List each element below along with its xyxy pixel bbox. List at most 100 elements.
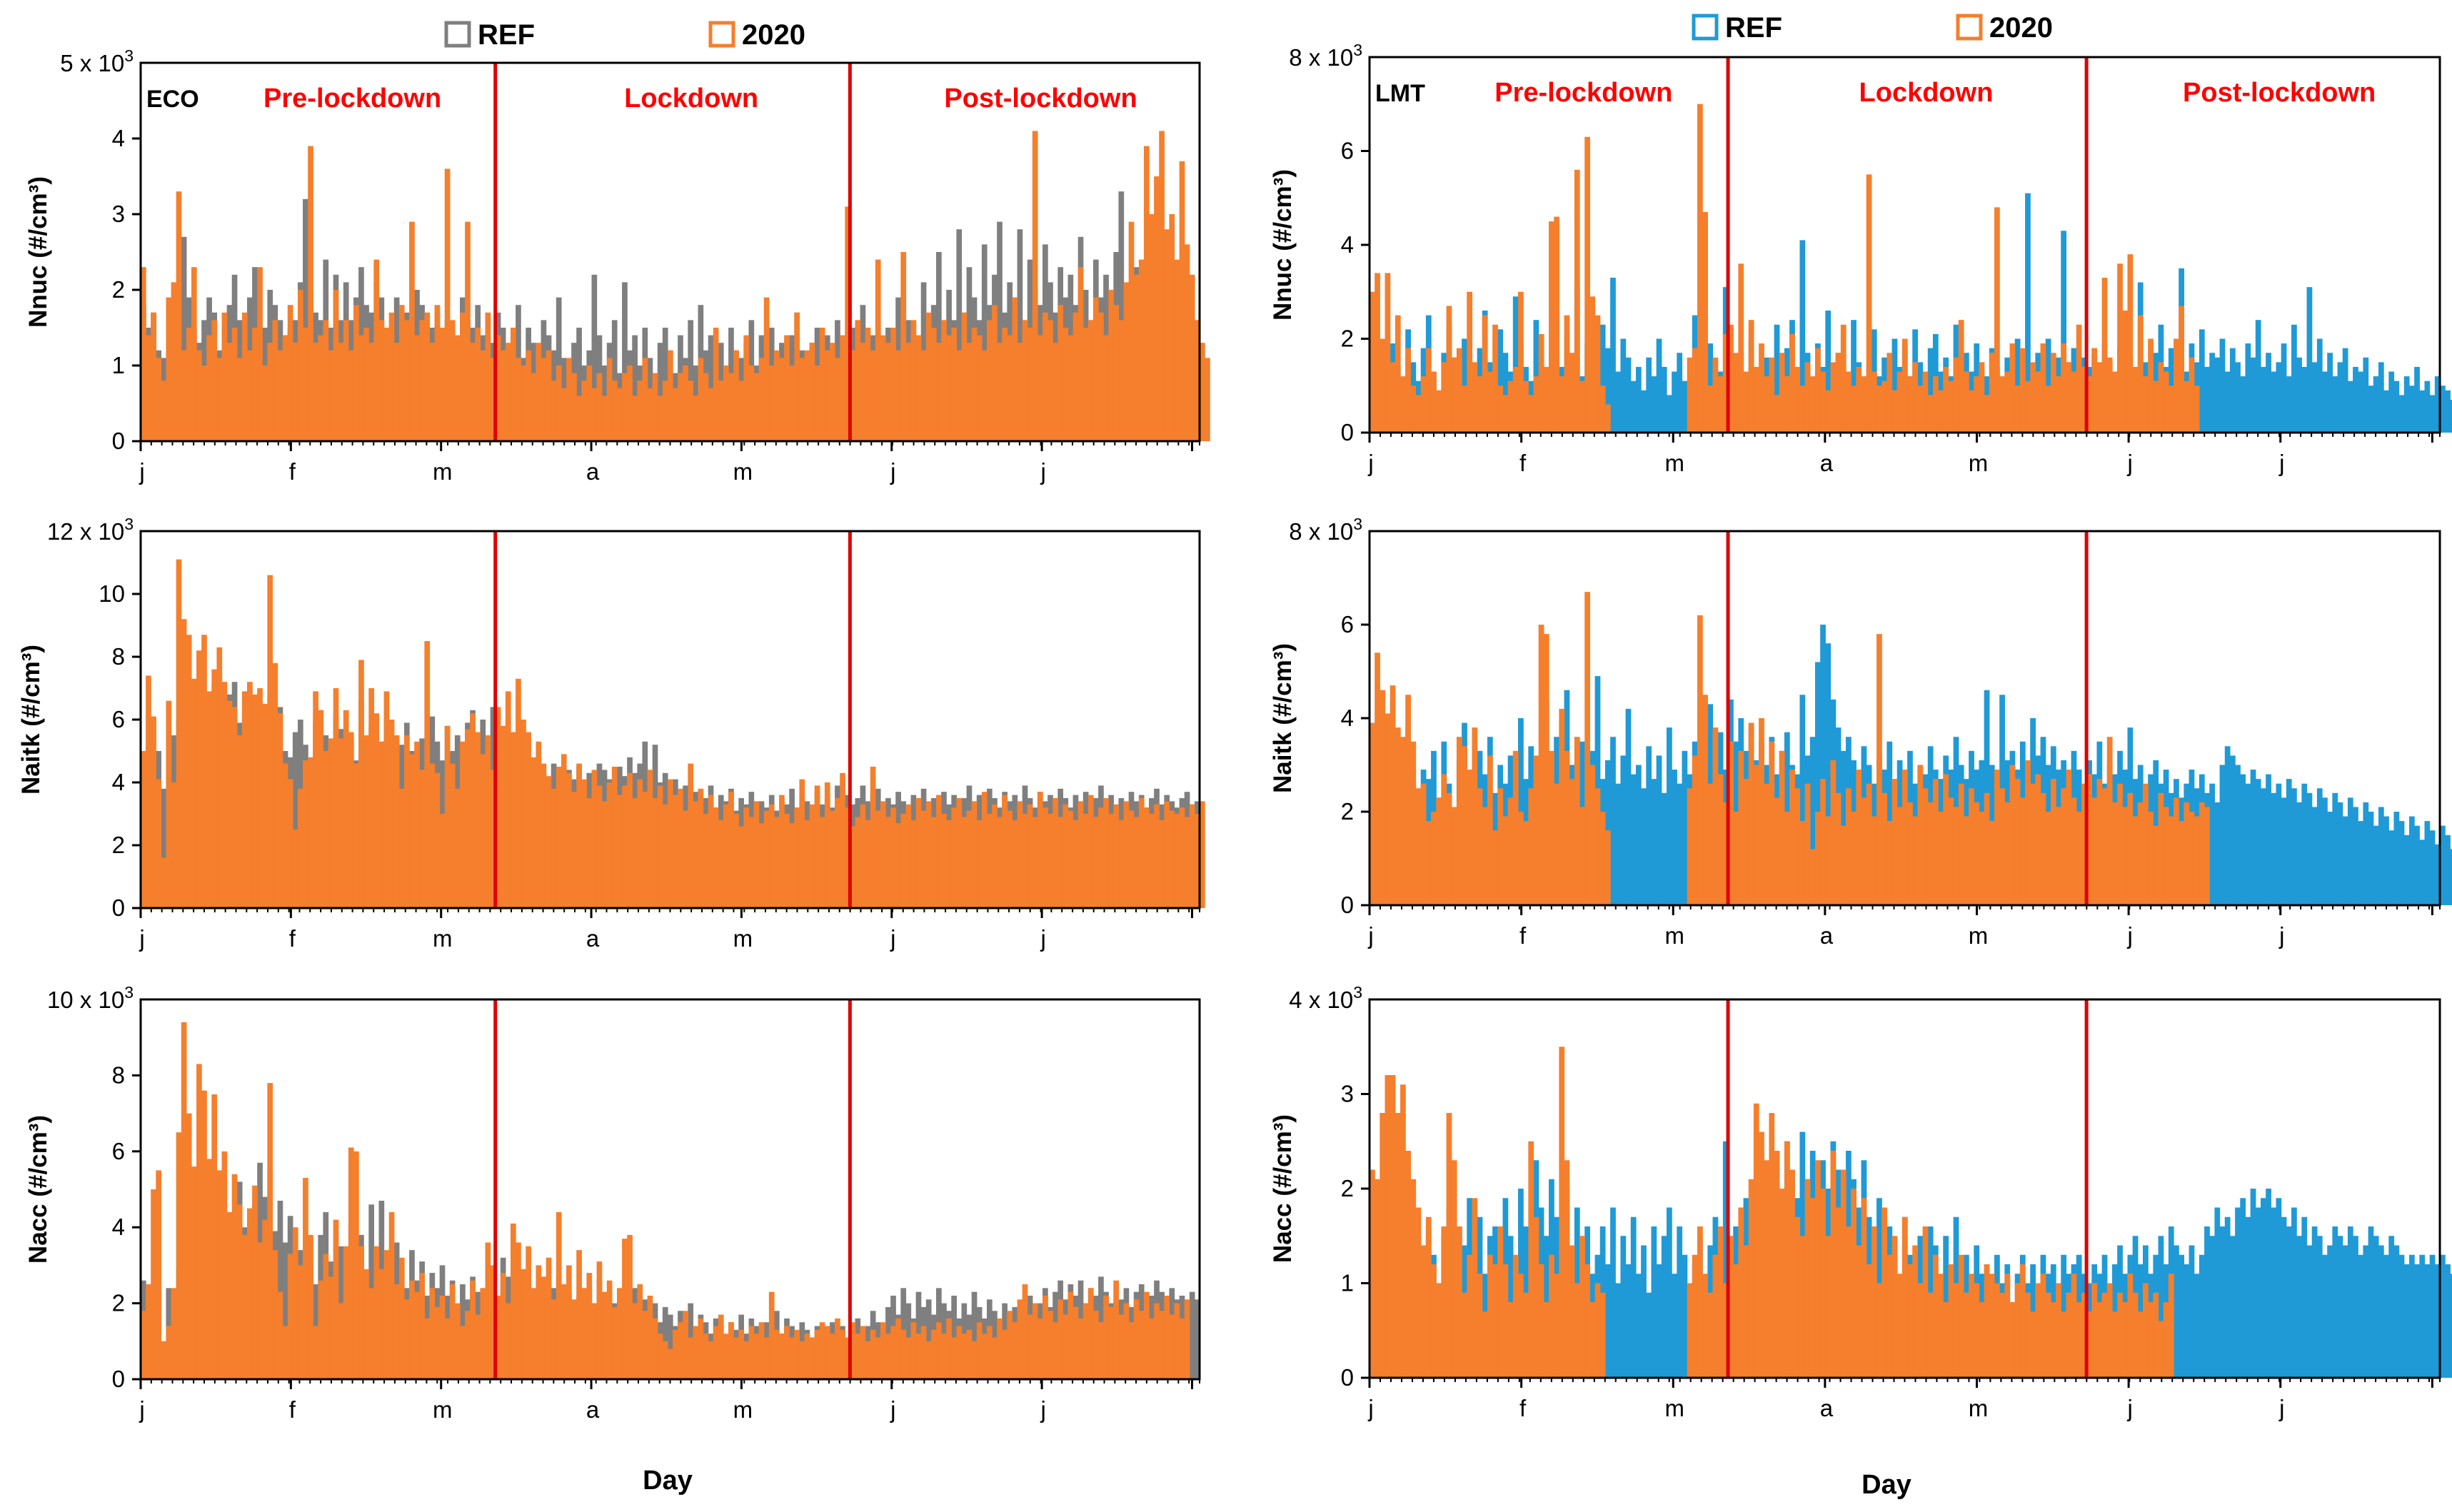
bar [865,328,871,441]
bar [1809,849,1816,905]
bar [1682,750,1688,905]
bar [434,305,441,441]
bar [1584,1264,1590,1378]
bar [1467,291,1473,433]
bar [910,1322,917,1379]
bar [789,823,795,908]
bar [667,1349,673,1379]
bar [2414,825,2420,905]
bar [1518,1274,1524,1378]
bar [637,779,643,908]
bar [1728,324,1734,433]
y-axis-label: Nnuc (#/cm³) [1269,169,1297,321]
bar [226,343,233,441]
bar [1512,296,1519,433]
bar [773,1329,780,1379]
bar [1057,1299,1064,1379]
bar [1630,380,1637,433]
bar [1840,324,1846,433]
bar [166,297,172,441]
bar [510,732,516,908]
bar [2219,338,2226,433]
bar [576,1250,582,1379]
bar [1989,821,1995,905]
bar [779,795,785,908]
bar [1554,216,1559,433]
bar [946,1318,952,1379]
bar [2388,830,2395,905]
x-axis-title-right: Day [1861,1470,1911,1500]
bar [819,328,825,441]
bar [713,807,719,908]
bar [2255,1207,2261,1378]
bar [2122,807,2129,905]
x-tick-label: j [2126,450,2132,476]
bar [1022,1284,1028,1379]
bar [1753,1103,1759,1378]
bar [1042,312,1048,441]
bar [1451,357,1457,433]
bar [673,388,678,441]
bar [151,1189,156,1379]
bar [2286,376,2292,433]
bar [348,1147,354,1379]
bar [1032,1303,1038,1379]
y-tick-label: 0 [112,1366,125,1392]
bar [409,221,415,441]
bar [748,1326,755,1379]
bar [551,380,557,441]
bar [1579,1236,1585,1378]
bar [358,335,364,441]
bar [915,335,922,441]
bar [1677,783,1683,905]
bar [1410,385,1417,433]
bar [1830,760,1837,905]
bar [1789,1169,1795,1378]
bar [1630,774,1637,905]
bar [419,320,425,441]
bar [2250,770,2256,905]
bar [956,229,963,441]
bar [297,1265,303,1379]
bar [343,320,349,441]
bar [2393,380,2400,433]
bar [1769,357,1775,433]
bar [257,267,263,441]
bar [1123,282,1130,441]
bar [1022,814,1028,908]
bar [1549,750,1554,905]
bar [2301,1216,2308,1378]
bar [221,682,228,908]
bar [688,763,694,908]
bar [292,343,298,441]
bar [1436,390,1442,433]
bar [566,358,572,441]
bar [201,635,207,908]
bar [2050,353,2056,433]
bar [282,763,288,908]
bar [1052,798,1058,908]
bar [236,1204,243,1379]
bar [1697,1226,1703,1378]
bar [303,198,308,441]
bar [1194,1299,1200,1379]
bar [586,1273,593,1379]
y-tick-label: 3 [1341,1081,1354,1107]
bar [287,1254,293,1379]
bar [758,358,765,441]
y-max-mantissa: 5 x 10 [60,50,124,76]
bar [586,366,593,441]
bar [2179,1254,2184,1378]
bar [1579,807,1585,905]
bar [860,1326,866,1379]
bar [1759,343,1764,433]
bar [976,335,983,441]
bar [516,358,521,441]
bar [632,335,638,441]
bar [429,1288,436,1379]
bar [1375,652,1380,905]
bar [981,792,988,908]
y-tick-label: 6 [1341,611,1354,637]
bar [1707,385,1714,433]
bar [2276,362,2282,433]
